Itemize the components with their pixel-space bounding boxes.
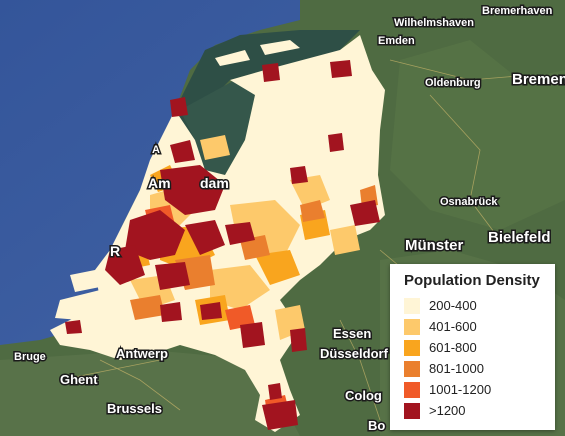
legend-item: 601-800: [404, 337, 543, 358]
city-label-amsterdam-partial: Am: [148, 175, 171, 191]
legend-label: >1200: [429, 403, 466, 418]
land-texture: [0, 350, 300, 436]
city-label-essen: Essen: [333, 326, 371, 341]
legend-item: 1001-1200: [404, 379, 543, 400]
legend-label: 401-600: [429, 319, 477, 334]
city-label-rotterdam-partial: R: [110, 243, 120, 259]
island: [70, 268, 110, 292]
legend-label: 1001-1200: [429, 382, 492, 397]
city-label-bremen: Bremen: [512, 71, 565, 88]
legend-swatch: [404, 402, 420, 419]
legend-swatch: [404, 297, 420, 314]
city-label-munster: Münster: [405, 237, 464, 254]
legend-label: 200-400: [429, 298, 477, 313]
city-label-bremerhaven: Bremerhaven: [482, 5, 553, 17]
city-label-ghent: Ghent: [60, 372, 98, 387]
legend-swatch: [404, 318, 420, 335]
city-label-bielefeld: Bielefeld: [488, 229, 551, 246]
land-texture: [390, 40, 565, 230]
city-label-alkmaar-partial: A: [152, 144, 160, 156]
city-label-bruges-partial: Bruge: [14, 351, 46, 363]
city-label-dusseldorf: Düsseldorf: [320, 346, 389, 361]
legend-item: 200-400: [404, 295, 543, 316]
density-over-1200: [65, 60, 380, 430]
city-label-oldenburg: Oldenburg: [425, 77, 481, 89]
legend-swatch: [404, 360, 420, 377]
city-label-antwerp: Antwerp: [116, 346, 168, 361]
city-label-cologne-partial: Colog: [345, 388, 382, 403]
legend-item: 801-1000: [404, 358, 543, 379]
island: [55, 290, 110, 320]
legend-swatch: [404, 339, 420, 356]
island: [260, 40, 300, 55]
legend-title: Population Density: [404, 272, 540, 289]
legend-rows: 200-400 401-600 601-800 801-1000 1001-1200 >1…: [404, 295, 543, 421]
city-label-osnabruck: Osnabrück: [440, 196, 498, 208]
legend-swatch: [404, 381, 420, 398]
legend-item: >1200: [404, 400, 543, 421]
city-label-amsterdam-tail: dam: [200, 175, 229, 191]
city-label-wilhelmshaven: Wilhelmshaven: [394, 17, 474, 29]
island: [215, 50, 250, 66]
legend-label: 601-800: [429, 340, 477, 355]
legend: Population Density 200-400 401-600 601-800…: [390, 264, 555, 430]
legend-label: 801-1000: [429, 361, 484, 376]
city-label-emden: Emden: [378, 35, 415, 47]
city-label-brussels: Brussels: [107, 401, 162, 416]
legend-item: 401-600: [404, 316, 543, 337]
city-label-bonn-partial: Bo: [368, 418, 385, 433]
